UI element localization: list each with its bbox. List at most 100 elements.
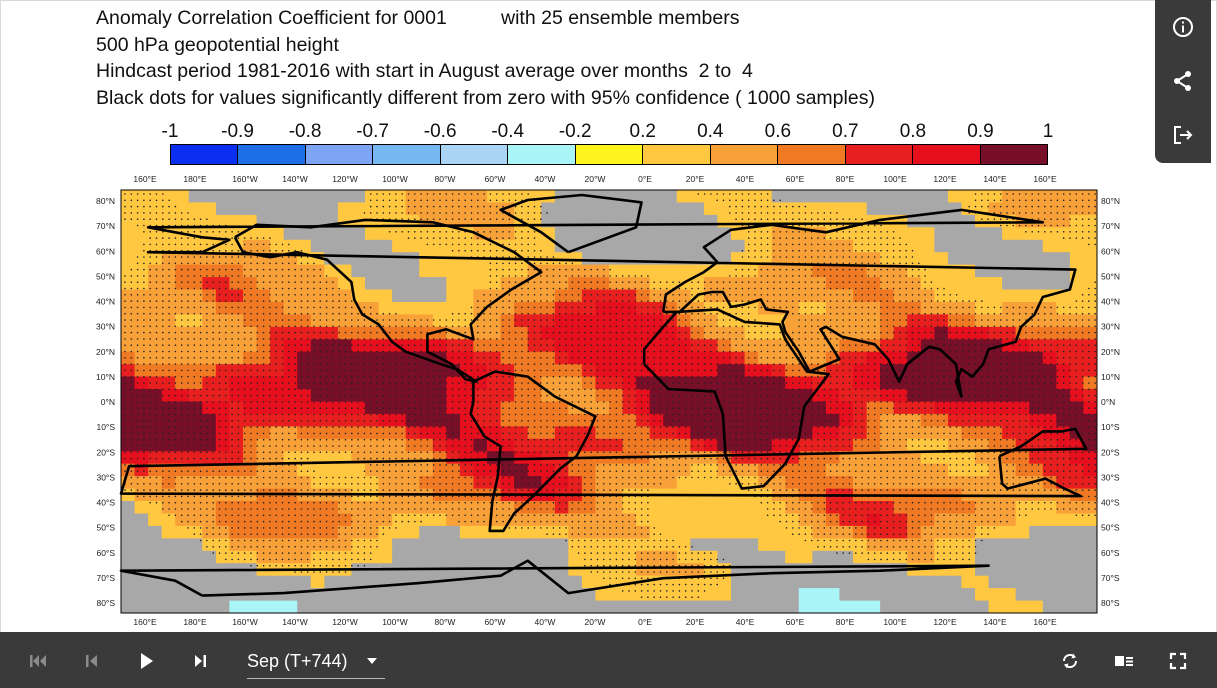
acc-cell	[595, 364, 610, 378]
acc-cell	[947, 476, 962, 489]
acc-cell	[1029, 190, 1044, 203]
significance-dot	[1044, 331, 1046, 334]
acc-cell	[853, 264, 868, 278]
significance-dot	[691, 294, 693, 296]
significance-dot	[414, 231, 416, 233]
significance-dot	[829, 237, 832, 239]
significance-dot	[886, 300, 889, 302]
acc-cell	[541, 239, 556, 253]
acc-cell	[419, 426, 434, 440]
significance-dot	[810, 300, 813, 302]
significance-dot	[174, 319, 177, 321]
acc-cell	[1083, 202, 1098, 216]
significance-dot	[250, 243, 252, 246]
acc-cell	[1015, 339, 1030, 353]
significance-dot	[647, 294, 649, 296]
significance-dot	[483, 205, 485, 208]
significance-dot	[1088, 287, 1090, 290]
significance-dot	[829, 306, 832, 309]
significance-dot	[407, 193, 410, 195]
significance-dot	[426, 231, 429, 233]
acc-cell	[1029, 588, 1044, 601]
acc-cell	[663, 563, 678, 577]
acc-cell	[744, 389, 759, 402]
significance-dot	[577, 312, 580, 315]
acc-cell	[487, 476, 502, 489]
acc-cell	[446, 239, 461, 253]
significance-dot	[231, 294, 233, 296]
acc-cell	[392, 476, 407, 489]
significance-dot	[867, 243, 870, 246]
significance-dot	[924, 294, 926, 296]
acc-cell	[758, 376, 773, 390]
acc-cell	[188, 351, 203, 365]
significance-dot	[741, 344, 744, 347]
acc-cell	[893, 413, 908, 427]
acc-cell	[1002, 463, 1017, 477]
acc-cell	[324, 314, 339, 328]
acc-cell	[378, 364, 393, 378]
acc-cell	[121, 488, 136, 502]
acc-cell	[595, 575, 610, 589]
significance-dot	[653, 312, 655, 315]
significance-dot	[766, 199, 769, 202]
significance-dot	[817, 319, 819, 321]
acc-cell	[717, 339, 732, 353]
significance-dot	[792, 249, 794, 252]
acc-cell	[568, 476, 583, 489]
acc-cell	[243, 264, 258, 278]
acc-cell	[229, 513, 244, 527]
significance-dot	[615, 306, 618, 309]
acc-cell	[188, 463, 203, 477]
significance-dot	[621, 312, 624, 315]
significance-dot	[1075, 312, 1078, 315]
acc-cell	[934, 326, 949, 340]
acc-cell	[500, 376, 515, 390]
acc-cell	[175, 438, 190, 452]
significance-dot	[1062, 306, 1065, 309]
significance-dot	[848, 344, 851, 347]
significance-dot	[143, 344, 145, 347]
acc-cell	[121, 389, 136, 402]
acc-cell	[1069, 501, 1084, 514]
significance-dot	[187, 237, 189, 239]
significance-dot	[225, 262, 227, 265]
significance-dot	[558, 306, 561, 309]
significance-dot	[407, 231, 410, 233]
significance-dot	[521, 193, 523, 195]
acc-cell	[1029, 239, 1044, 253]
acc-cell	[1069, 227, 1084, 241]
significance-dot	[798, 205, 800, 208]
significance-dot	[275, 344, 278, 347]
significance-dot	[130, 331, 133, 334]
significance-dot	[993, 193, 996, 195]
significance-dot	[180, 312, 183, 315]
acc-cell	[866, 376, 881, 390]
colorbar-tick-label: 0.4	[697, 121, 724, 142]
acc-cell	[297, 538, 312, 552]
acc-cell	[473, 550, 488, 564]
acc-cell	[310, 190, 325, 203]
acc-cell	[649, 190, 664, 203]
significance-dot	[1050, 212, 1052, 214]
significance-dot	[256, 338, 259, 340]
acc-cell	[324, 351, 339, 365]
significance-dot	[294, 262, 296, 265]
acc-cell	[256, 302, 271, 315]
significance-dot	[199, 294, 202, 296]
acc-cell	[432, 600, 447, 614]
acc-cell	[1015, 463, 1030, 477]
significance-dot	[1062, 237, 1065, 239]
significance-dot	[747, 344, 750, 347]
acc-cell	[920, 438, 935, 452]
acc-cell	[581, 525, 596, 539]
acc-cell	[636, 550, 651, 564]
significance-dot	[892, 300, 895, 302]
significance-dot	[149, 338, 151, 340]
acc-cell	[1042, 227, 1057, 241]
acc-cell	[229, 351, 244, 365]
acc-cell	[473, 351, 488, 365]
significance-dot	[609, 338, 611, 340]
acc-cell	[703, 525, 718, 539]
significance-dot	[540, 300, 542, 302]
